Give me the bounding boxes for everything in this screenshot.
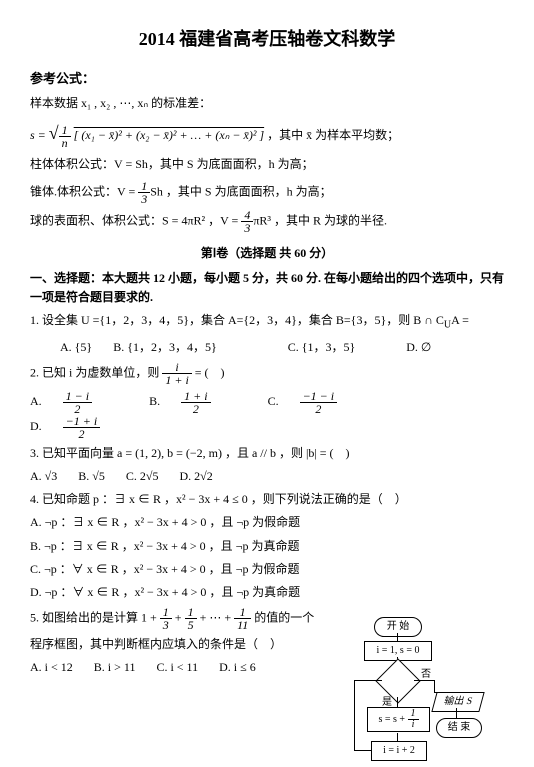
sphere-formula: 球的表面积、体积公式：S = 4πR² ，V = 43πR³ ，其中 R 为球的… bbox=[30, 209, 504, 234]
ref-formula-head: 参考公式： bbox=[30, 69, 504, 90]
q5-opt-c: C. i < 11 bbox=[156, 658, 198, 677]
q2-opt-a: A. 1 − i2 bbox=[30, 390, 128, 415]
fc-end: 结 束 bbox=[436, 718, 482, 738]
q1-opt-a: A. {5} bbox=[60, 338, 92, 357]
fc-sum: s = s + 1i bbox=[367, 707, 430, 732]
q4-stem: 4. 已知命题 p ：∃ x ∈ R ，x² − 3x + 4 ≤ 0 ，则下列… bbox=[30, 490, 504, 509]
fc-no-label: 否 bbox=[421, 667, 431, 683]
flowchart: 开 始 i = 1, s = 0 是 否 s = s + 1i i = i + … bbox=[349, 617, 479, 767]
q5-stem: 5. 如图给出的是计算 1 + 13 + 15 + ⋯ + 111 的值的一个 bbox=[30, 606, 360, 631]
q5-opt-d: D. i ≤ 6 bbox=[219, 658, 256, 677]
q1-opt-b: B. {1，2，3，4，5} bbox=[113, 338, 217, 357]
page-title: 2014 福建省高考压轴卷文科数学 bbox=[30, 25, 504, 54]
q2-options: A. 1 − i2 B. 1 + i2 C. −1 − i2 D. −1 + i… bbox=[30, 390, 504, 440]
std-dev-formula: s = √1n [ (x₁ − x̄)² + (x₂ − x̄)² + … + … bbox=[30, 119, 504, 149]
q3-opt-b: B. √5 bbox=[78, 467, 105, 486]
q2-opt-d: D. −1 + i2 bbox=[30, 415, 136, 440]
part1-heading: 第Ⅰ卷（选择题 共 60 分） bbox=[30, 244, 504, 263]
fc-inc: i = i + 2 bbox=[371, 741, 427, 761]
section1-instructions: 一、选择题：本大题共 12 小题，每小题 5 分，共 60 分. 在每小题给出的… bbox=[30, 269, 504, 307]
q5-opt-b: B. i > 11 bbox=[94, 658, 136, 677]
q3-stem: 3. 已知平面向量 a = (1, 2), b = (−2, m) ，且 a /… bbox=[30, 444, 504, 463]
q4-opt-d: D. ¬p ：∀ x ∈ R ，x² − 3x + 4 > 0 ，且 ¬p 为真… bbox=[30, 583, 504, 602]
fc-start: 开 始 bbox=[374, 617, 422, 637]
q4-opt-c: C. ¬p ：∀ x ∈ R ，x² − 3x + 4 > 0 ，且 ¬p 为假… bbox=[30, 560, 504, 579]
fc-output: 输出 S bbox=[431, 692, 484, 712]
q4-opt-b: B. ¬p ：∃ x ∈ R ，x² − 3x + 4 > 0 ，且 ¬p 为真… bbox=[30, 537, 504, 556]
q3-opt-c: C. 2√5 bbox=[126, 467, 159, 486]
q1-options: A. {5} B. {1，2，3，4，5} C. {1，3，5} D. ∅ bbox=[30, 338, 504, 357]
q2-stem: 2. 已知 i 为虚数单位，则 i1 + i = ( ) bbox=[30, 361, 504, 386]
cylinder-formula: 柱体体积公式：V = Sh，其中 S 为底面面积，h 为高； bbox=[30, 155, 504, 174]
q2-opt-c: C. −1 − i2 bbox=[268, 390, 374, 415]
sample-intro: 样本数据 x₁ , x₂ , ⋯, xₙ 的标准差： bbox=[30, 94, 504, 113]
q2-opt-b: B. 1 + i2 bbox=[149, 390, 246, 415]
q5-opt-a: A. i < 12 bbox=[30, 658, 73, 677]
q3-options: A. √3 B. √5 C. 2√5 D. 2√2 bbox=[30, 467, 504, 486]
q1-stem: 1. 设全集 U ={1，2，3，4，5}，集合 A={2，3，4}，集合 B=… bbox=[30, 311, 504, 333]
q3-opt-d: D. 2√2 bbox=[179, 467, 212, 486]
q1-opt-d: D. ∅ bbox=[406, 338, 431, 357]
q1-opt-c: C. {1，3，5} bbox=[288, 338, 356, 357]
cone-formula: 锥体.体积公式：V = 13Sh ，其中 S 为底面面积，h 为高； bbox=[30, 180, 504, 205]
q4-opt-a: A. ¬p ：∃ x ∈ R ，x² − 3x + 4 > 0 ，且 ¬p 为假… bbox=[30, 513, 504, 532]
q3-opt-a: A. √3 bbox=[30, 467, 57, 486]
